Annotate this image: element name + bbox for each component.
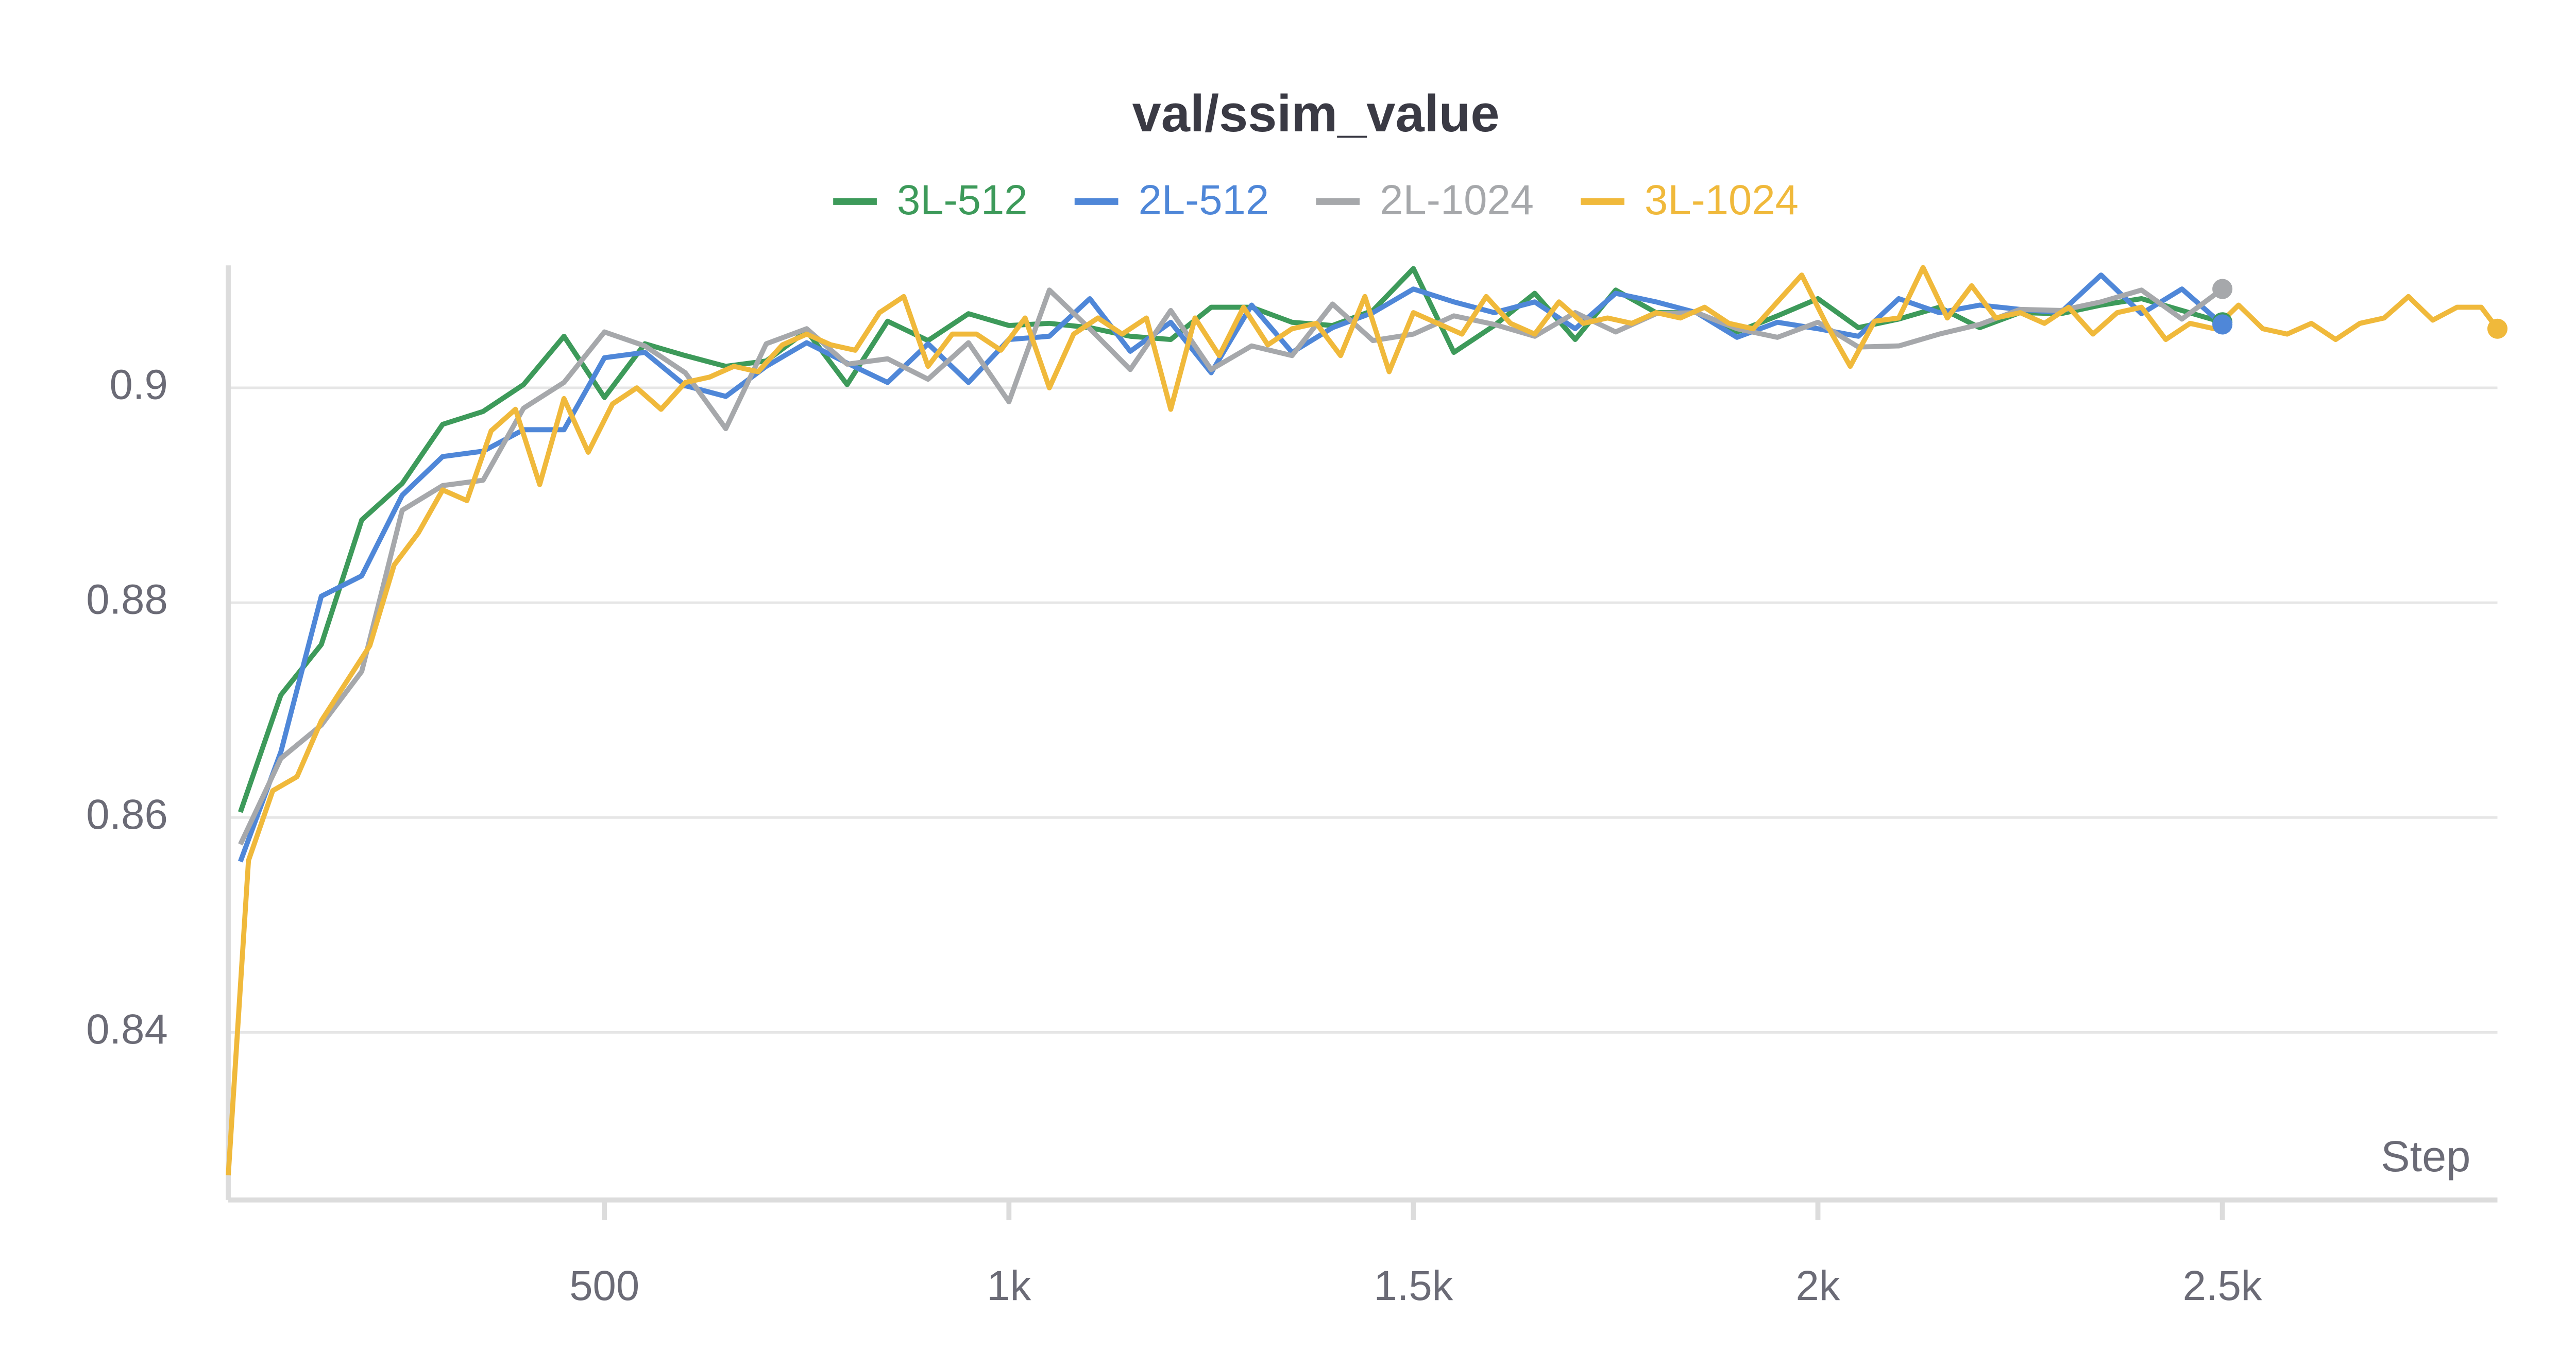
- x-tick-label: 1.5k: [1374, 1262, 1453, 1309]
- series-line: [238, 272, 2224, 863]
- y-tick-label: 0.88: [86, 576, 168, 623]
- grid: 0.84 0.86 0.88 0.9 500 1k 1.5k 2k 2.5k: [86, 265, 2498, 1309]
- series-line: [238, 266, 2223, 813]
- chart-title: val/ssim_value: [1132, 85, 1500, 143]
- y-tick-label: 0.9: [110, 361, 168, 408]
- y-tick-label: 0.84: [86, 1006, 168, 1053]
- y-tick-label: 0.86: [86, 791, 168, 838]
- end-point: [2212, 279, 2233, 299]
- legend-item: 2L-512: [1074, 177, 1269, 224]
- legend-label: 3L-512: [897, 177, 1028, 224]
- end-point: [2212, 314, 2233, 335]
- x-tick-label: 2.5k: [2183, 1262, 2262, 1309]
- end-point: [2487, 318, 2508, 339]
- x-tick-label: 1k: [987, 1262, 1031, 1309]
- x-axis-label: Step: [2381, 1132, 2470, 1181]
- legend-item: 3L-1024: [1581, 177, 1799, 224]
- legend: 3L-512 2L-512 2L-1024 3L-1024: [833, 177, 1799, 224]
- x-tick-label: 500: [569, 1262, 639, 1309]
- legend-label: 2L-512: [1139, 177, 1269, 224]
- series-line: [238, 287, 2224, 846]
- legend-item: 2L-1024: [1316, 177, 1534, 224]
- plot-area: [226, 265, 2500, 1176]
- x-tick-label: 2k: [1796, 1262, 1840, 1309]
- legend-label: 3L-1024: [1645, 177, 1799, 224]
- legend-label: 2L-1024: [1380, 177, 1534, 224]
- legend-item: 3L-512: [833, 177, 1028, 224]
- series-line: [226, 265, 2500, 1176]
